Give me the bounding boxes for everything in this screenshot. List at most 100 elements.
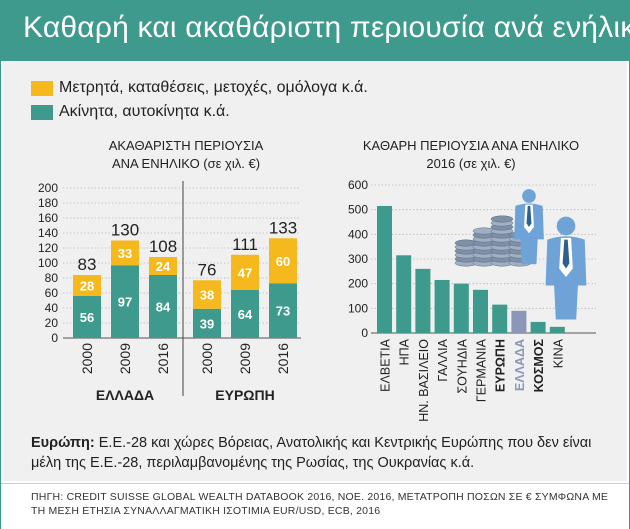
left-total-1-0: 76	[198, 260, 217, 279]
page-title: Καθαρή και ακαθάριστη περιουσία ανά ενήλ…	[23, 11, 630, 44]
left-bar-top-0-1	[111, 240, 139, 266]
coin-2-11	[490, 215, 514, 223]
left-x-label-1-1: 2009	[237, 343, 253, 374]
person-head-2	[556, 216, 576, 236]
right-y-tick-0: 0	[361, 326, 368, 340]
right-bar-1	[396, 255, 412, 333]
left-x-label-0-0: 2000	[79, 343, 95, 374]
right-y-tick-600: 600	[348, 178, 368, 192]
left-x-label-1-2: 2016	[275, 343, 291, 374]
left-group-label-0: ΕΛΛΑΔΑ	[96, 387, 154, 403]
left-x-label-0-2: 2016	[155, 343, 171, 374]
right-x-label-4: ΣΟΥΗΔΙΑ	[455, 338, 469, 393]
right-x-label-7: ΕΛΛΑΔΑ	[513, 339, 527, 391]
left-label-top-1-2: 60	[276, 254, 290, 269]
gross-wealth-chart: 0204060801001201401601802005628832000973…	[38, 181, 301, 403]
left-label-top-0-1: 33	[118, 246, 132, 261]
right-chart-title-line2: 2016 (σε χιλ. €)	[426, 156, 516, 171]
right-x-label-3: ΓΑΛΛΙΑ	[436, 338, 450, 381]
right-bar-6	[492, 304, 508, 333]
source-text: ΠΗΓΗ: CREDIT SUISSE GLOBAL WEALTH DATABO…	[31, 491, 609, 517]
right-y-tick-100: 100	[348, 301, 368, 315]
left-y-tick-60: 60	[45, 286, 59, 300]
left-y-tick-200: 200	[38, 181, 58, 195]
left-total-0-0: 83	[78, 255, 97, 274]
right-x-label-0: ΕΛΒΕΤΙΑ	[379, 338, 393, 391]
left-x-label-1-0: 2000	[199, 343, 215, 374]
left-bar-bottom-1-0	[193, 308, 221, 338]
person-tie-1	[526, 205, 532, 227]
left-y-tick-80: 80	[45, 271, 59, 285]
right-x-label-6: ΕΥΡΩΠΗ	[494, 339, 508, 392]
right-bar-5	[473, 289, 488, 333]
right-bar-2	[415, 268, 431, 333]
right-bar-0	[377, 205, 392, 333]
europe-note-label: Ευρώπη:	[31, 435, 95, 451]
left-bar-bottom-0-2	[149, 275, 177, 338]
person-figure-1	[514, 189, 544, 265]
left-y-tick-40: 40	[45, 301, 59, 315]
legend-label-financial: Μετρητά, καταθέσεις, μετοχές, ομόλογα κ.…	[59, 79, 368, 96]
left-bar-top-1-1	[231, 254, 259, 290]
left-label-bottom-0-2: 84	[156, 300, 171, 315]
left-chart-title-line2: ΑΝΑ ΕΝΗΛΙΚΟ (σε χιλ. €)	[111, 156, 261, 171]
left-y-tick-20: 20	[45, 316, 59, 330]
left-label-bottom-1-1: 64	[238, 307, 253, 322]
right-y-tick-500: 500	[348, 203, 368, 217]
left-y-tick-140: 140	[38, 226, 58, 240]
person-figure-2	[545, 216, 587, 320]
right-bar-3	[434, 279, 450, 333]
left-x-label-0-1: 2009	[117, 343, 133, 374]
footer: ΠΗΓΗ: CREDIT SUISSE GLOBAL WEALTH DATABO…	[1, 483, 629, 529]
right-bar-4	[453, 283, 469, 333]
left-bar-bottom-1-2	[269, 283, 297, 338]
europe-note: Ευρώπη: Ε.Ε.-28 και χώρες Βόρειας, Ανατο…	[31, 433, 621, 473]
right-y-tick-300: 300	[348, 252, 368, 266]
left-chart-title-line1: ΑΚΑΘΑΡΙΣΤΗ ΠΕΡΙΟΥΣΙΑ	[108, 138, 264, 153]
right-y-tick-400: 400	[348, 227, 368, 241]
left-total-0-2: 108	[149, 237, 177, 256]
right-x-label-2: ΗΝ. ΒΑΣΙΛΕΙΟ	[417, 339, 431, 422]
left-bar-top-0-2	[149, 257, 177, 275]
left-label-top-1-1: 47	[238, 265, 252, 280]
left-total-1-1: 111	[232, 235, 258, 254]
left-bar-bottom-1-1	[231, 290, 259, 338]
right-chart-title-line1: ΚΑΘΑΡΗ ΠΕΡΙΟΥΣΙΑ ΑΝΑ ΕΝΗΛΙΚΟ	[362, 138, 580, 153]
right-x-label-5: ΓΕΡΜΑΝΙΑ	[475, 338, 489, 402]
right-bar-8	[530, 321, 546, 333]
right-bar-9	[549, 326, 565, 333]
left-label-bottom-0-1: 97	[118, 295, 132, 310]
net-wealth-chart: 0 100 200 300 400 500 600 ΕΛΒΕΤΙΑ ΗΠΑ ΗΝ. ΒΑΣΙΛΕΙ…	[348, 178, 596, 422]
person-tie-2	[562, 239, 570, 269]
legend-label-property: Ακίνητα, αυτοκίνητα κ.ά.	[59, 103, 230, 120]
person-body-2	[545, 236, 587, 320]
left-y-tick-180: 180	[38, 196, 58, 210]
right-x-label-8: ΚΟΣΜΟΣ	[532, 339, 546, 393]
chart-panel	[3, 61, 627, 481]
left-label-top-0-0: 28	[80, 279, 94, 294]
right-bar-7	[511, 310, 527, 333]
right-x-label-1: ΗΠΑ	[398, 338, 412, 365]
left-total-1-2: 133	[269, 218, 297, 237]
left-bar-bottom-0-1	[111, 265, 139, 338]
right-y-tick-200: 200	[348, 277, 368, 291]
left-y-tick-120: 120	[38, 241, 58, 255]
coins-and-people-illustration	[454, 189, 587, 320]
left-y-tick-160: 160	[38, 211, 58, 225]
left-chart-title: ΑΚΑΘΑΡΙΣΤΗ ΠΕΡΙΟΥΣΙΑ ΑΝΑ ΕΝΗΛΙΚΟ (σε χιλ…	[61, 137, 311, 173]
left-label-bottom-1-0: 39	[200, 316, 214, 331]
left-bar-top-1-0	[193, 280, 221, 309]
person-head-1	[522, 189, 536, 203]
header-bar: Καθαρή και ακαθάριστη περιουσία ανά ενήλ…	[1, 1, 630, 61]
left-label-top-1-0: 38	[200, 288, 214, 303]
left-label-bottom-1-2: 73	[276, 304, 290, 319]
legend-swatch-financial	[31, 81, 53, 96]
left-y-tick-100: 100	[38, 256, 58, 270]
right-x-label-9: ΚΙΝΑ	[551, 338, 565, 368]
legend-swatch-property	[31, 105, 53, 120]
left-bar-bottom-0-0	[73, 296, 101, 338]
left-total-0-1: 130	[111, 221, 139, 240]
person-body-1	[514, 203, 544, 265]
left-y-tick-0: 0	[51, 331, 58, 345]
